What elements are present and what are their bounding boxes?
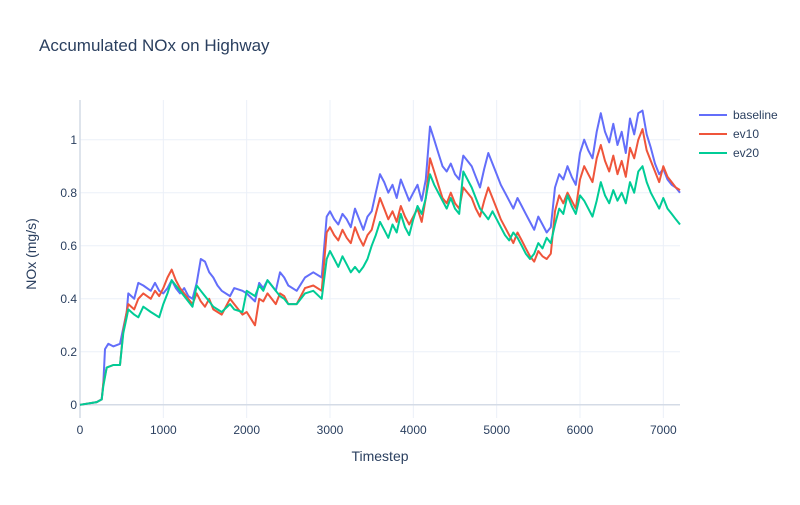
y-tick-label: 0 <box>70 398 77 412</box>
x-tick-label: 7000 <box>650 423 677 437</box>
series-line-ev10[interactable] <box>79 128 681 406</box>
x-tick-label: 3000 <box>317 423 344 437</box>
x-tick-label: 4000 <box>400 423 427 437</box>
x-tick-label: 2000 <box>233 423 260 437</box>
y-tick-label: 0.6 <box>60 239 77 253</box>
legend-item-baseline[interactable]: baseline <box>699 108 778 122</box>
y-tick-label: 0.8 <box>60 186 77 200</box>
legend-label: ev10 <box>733 127 759 141</box>
series-line-baseline[interactable] <box>79 109 681 406</box>
legend-label: baseline <box>733 108 778 122</box>
series-layer <box>79 109 681 406</box>
x-tick-label: 0 <box>77 423 84 437</box>
y-tick-label: 0.2 <box>60 345 77 359</box>
y-tick-label: 1 <box>70 133 77 147</box>
y-tick-label: 0.4 <box>60 292 77 306</box>
legend-item-ev20[interactable]: ev20 <box>699 146 759 160</box>
y-axis-title: NOx (mg/s) <box>23 218 39 290</box>
legend-item-ev10[interactable]: ev10 <box>699 127 759 141</box>
series-line-ev20[interactable] <box>79 165 681 406</box>
x-axis-title: Timestep <box>351 448 408 464</box>
axes: 0 1000 2000 3000 4000 5000 6000 7000 0 0.2 0.4 0.6 0… <box>60 133 677 437</box>
x-tick-label: 6000 <box>567 423 594 437</box>
legend-label: ev20 <box>733 146 759 160</box>
chart-title: Accumulated NOx on Highway <box>39 36 270 55</box>
x-tick-label: 1000 <box>150 423 177 437</box>
x-tick-label: 5000 <box>483 423 510 437</box>
legend: baseline ev10 ev20 <box>699 108 778 160</box>
grid-lines <box>79 100 680 418</box>
